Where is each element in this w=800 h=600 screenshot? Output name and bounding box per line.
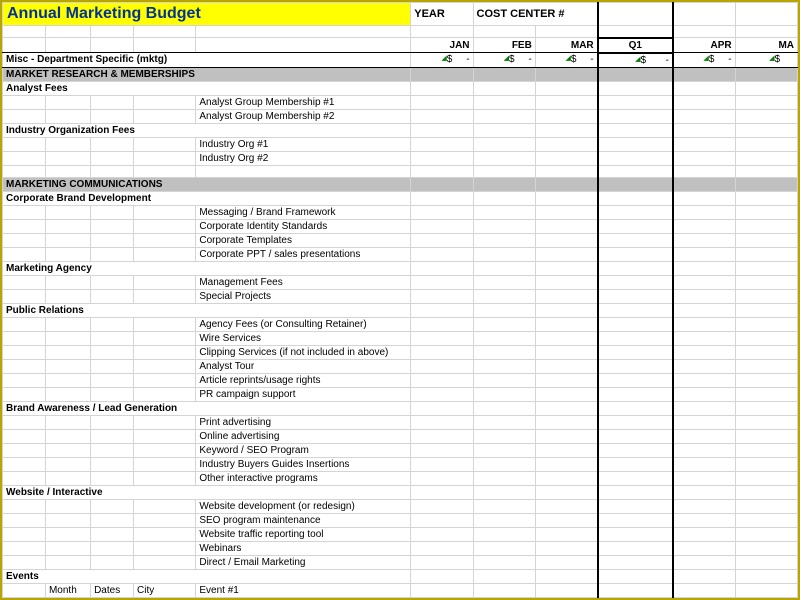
subhead-industry-org[interactable]: Industry Organization Fees — [3, 123, 798, 137]
ev-city-label: City — [134, 583, 196, 597]
col-apr[interactable]: APR — [673, 38, 735, 53]
subhead-events[interactable]: Events — [3, 569, 798, 583]
section-marketing-comm[interactable]: MARKETING COMMUNICATIONS — [3, 177, 798, 191]
table-row[interactable]: Analyst Group Membership #2 — [3, 109, 798, 123]
table-row[interactable]: Webinars — [3, 541, 798, 555]
subhead-analyst-fees[interactable]: Analyst Fees — [3, 81, 798, 95]
table-row[interactable]: Wire Services — [3, 331, 798, 345]
table-row[interactable]: Clipping Services (if not included in ab… — [3, 345, 798, 359]
section-market-research[interactable]: MARKET RESEARCH & MEMBERSHIPS — [3, 67, 798, 81]
table-row[interactable]: Industry Buyers Guides Insertions — [3, 457, 798, 471]
subhead-corp-brand[interactable]: Corporate Brand Development — [3, 191, 798, 205]
table-row[interactable]: Keyword / SEO Program — [3, 443, 798, 457]
table-row[interactable]: Corporate Identity Standards — [3, 219, 798, 233]
table-row[interactable]: SEO program maintenance — [3, 513, 798, 527]
table-row[interactable]: Agency Fees (or Consulting Retainer) — [3, 317, 798, 331]
table-row[interactable]: Online advertising — [3, 429, 798, 443]
cell-mar[interactable]: ◢$ - — [535, 53, 597, 68]
subhead-website[interactable]: Website / Interactive — [3, 485, 798, 499]
cell-jan[interactable]: ◢$ - — [411, 53, 473, 68]
cell-apr[interactable]: ◢$ - — [673, 53, 735, 68]
col-q1[interactable]: Q1 — [598, 38, 673, 53]
table-row[interactable]: Other interactive programs — [3, 471, 798, 485]
table-row[interactable]: Industry Org #2 — [3, 151, 798, 165]
table-row[interactable]: Analyst Group Membership #1 — [3, 95, 798, 109]
cell-q1[interactable]: ◢$ - — [598, 53, 673, 68]
budget-table[interactable]: Annual Marketing Budget YEAR COST CENTER… — [2, 2, 798, 600]
cell-feb[interactable]: ◢$ - — [473, 53, 535, 68]
misc-row[interactable]: Misc - Department Specific (mktg) ◢$ - ◢… — [3, 53, 798, 68]
subhead-public-relations[interactable]: Public Relations — [3, 303, 798, 317]
table-row[interactable]: Management Fees — [3, 275, 798, 289]
table-row[interactable]: Website development (or redesign) — [3, 499, 798, 513]
misc-label: Misc - Department Specific (mktg) — [3, 53, 411, 68]
subhead-brand-awareness[interactable]: Brand Awareness / Lead Generation — [3, 401, 798, 415]
cell-may[interactable]: ◢$ — [735, 53, 797, 68]
col-may[interactable]: MA — [735, 38, 797, 53]
col-mar[interactable]: MAR — [535, 38, 597, 53]
ev-month-label: Month — [45, 583, 90, 597]
table-row[interactable]: Website traffic reporting tool — [3, 527, 798, 541]
title-row[interactable]: Annual Marketing Budget YEAR COST CENTER… — [3, 3, 798, 26]
table-row[interactable]: Direct / Email Marketing — [3, 555, 798, 569]
table-row[interactable]: Corporate Templates — [3, 233, 798, 247]
page-title: Annual Marketing Budget — [3, 3, 411, 26]
table-row[interactable]: PR campaign support — [3, 387, 798, 401]
spreadsheet-frame: Annual Marketing Budget YEAR COST CENTER… — [0, 0, 800, 600]
month-header-row[interactable]: JAN FEB MAR Q1 APR MA — [3, 38, 798, 53]
table-row[interactable]: Analyst Tour — [3, 359, 798, 373]
table-row[interactable]: Article reprints/usage rights — [3, 373, 798, 387]
col-feb[interactable]: FEB — [473, 38, 535, 53]
year-label[interactable]: YEAR — [411, 3, 473, 26]
blank-row[interactable] — [3, 165, 798, 177]
table-row[interactable]: Special Projects — [3, 289, 798, 303]
cost-center-label[interactable]: COST CENTER # — [473, 3, 598, 26]
events-columns[interactable]: Month Dates City Event #1 — [3, 583, 798, 597]
col-jan[interactable]: JAN — [411, 38, 473, 53]
table-row[interactable]: Print advertising — [3, 415, 798, 429]
table-row[interactable]: Messaging / Brand Framework — [3, 205, 798, 219]
table-row[interactable]: Corporate PPT / sales presentations — [3, 247, 798, 261]
table-row[interactable]: Industry Org #1 — [3, 137, 798, 151]
subhead-marketing-agency[interactable]: Marketing Agency — [3, 261, 798, 275]
ev-dates-label: Dates — [91, 583, 134, 597]
blank-row[interactable] — [3, 26, 798, 38]
